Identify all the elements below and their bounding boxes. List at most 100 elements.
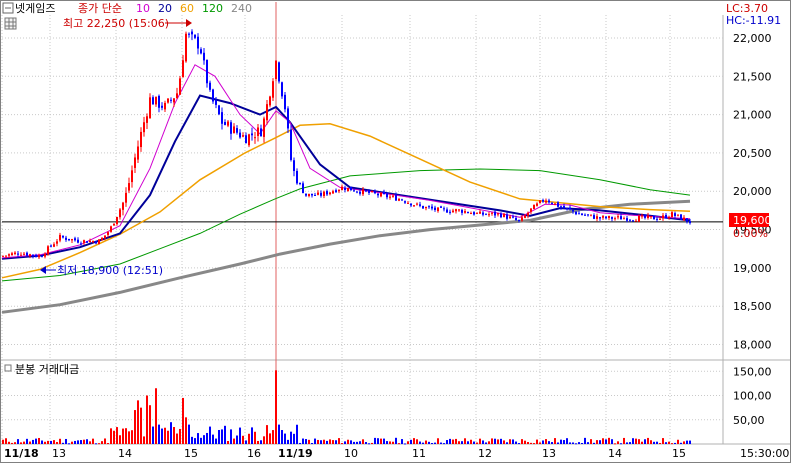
candle-body bbox=[431, 206, 433, 209]
volume-bar bbox=[254, 431, 256, 444]
ma-legend-item: 10 bbox=[136, 2, 150, 15]
candle-body bbox=[386, 193, 388, 198]
volume-bar bbox=[557, 442, 559, 444]
time-tick-label: 15:30:00 bbox=[740, 447, 789, 460]
candle-body bbox=[605, 216, 607, 219]
volume-bar bbox=[404, 443, 406, 445]
volume-bar bbox=[152, 426, 154, 444]
volume-bar bbox=[287, 439, 289, 444]
volume-bar bbox=[221, 429, 223, 444]
volume-bar bbox=[2, 439, 4, 444]
volume-bar bbox=[206, 432, 208, 444]
candle-body bbox=[662, 215, 664, 219]
candle-body bbox=[302, 183, 304, 194]
volume-bar bbox=[173, 427, 175, 444]
candle-body bbox=[287, 108, 289, 129]
ma-legend-item: 60 bbox=[180, 2, 194, 15]
volume-collapse-icon[interactable] bbox=[4, 364, 12, 372]
candle-body bbox=[134, 157, 136, 168]
volume-bar bbox=[146, 395, 148, 444]
candle-body bbox=[683, 217, 685, 221]
volume-bar bbox=[188, 424, 190, 444]
candle-body bbox=[83, 240, 85, 243]
volume-bar bbox=[470, 439, 472, 444]
volume-bar bbox=[365, 442, 367, 444]
volume-bar bbox=[101, 441, 103, 444]
candle-body bbox=[236, 128, 238, 133]
volume-bar bbox=[374, 437, 376, 444]
candle-body bbox=[404, 201, 406, 203]
volume-bar bbox=[170, 422, 172, 444]
candle-body bbox=[536, 203, 538, 206]
candle-body bbox=[359, 191, 361, 194]
candle-body bbox=[422, 205, 424, 209]
candle-body bbox=[176, 93, 178, 99]
candle-body bbox=[602, 216, 604, 218]
volume-bar bbox=[635, 438, 637, 444]
panel-divider bbox=[1, 359, 790, 361]
volume-bar bbox=[113, 430, 115, 444]
volume-bar bbox=[680, 442, 682, 444]
candle-body bbox=[230, 122, 232, 134]
time-tick-label: 15 bbox=[184, 447, 198, 460]
candle-body bbox=[668, 217, 670, 219]
volume-bar bbox=[353, 441, 355, 444]
candle-body bbox=[311, 193, 313, 196]
candle-body bbox=[644, 214, 646, 218]
volume-bar bbox=[554, 438, 556, 444]
ma240-line bbox=[1, 199, 691, 314]
volume-bar bbox=[473, 441, 475, 444]
candle-body bbox=[242, 135, 244, 137]
candle-body bbox=[206, 60, 208, 84]
volume-bar bbox=[185, 417, 187, 444]
volume-bar bbox=[110, 428, 112, 444]
candle-body bbox=[89, 240, 91, 243]
volume-bar bbox=[590, 439, 592, 444]
candle-body bbox=[596, 216, 598, 219]
candle-body bbox=[491, 212, 493, 214]
candle-body bbox=[212, 89, 214, 102]
candle-body bbox=[161, 105, 163, 108]
low-annotation: 최저 18,900 (12:51) bbox=[57, 264, 163, 277]
volume-bar bbox=[38, 437, 40, 444]
volume-bar bbox=[140, 407, 142, 444]
candle-body bbox=[566, 207, 568, 209]
volume-bar bbox=[407, 441, 409, 444]
volume-bar bbox=[323, 439, 325, 444]
candle-body bbox=[77, 239, 79, 243]
volume-bar bbox=[569, 442, 571, 444]
candle-body bbox=[23, 253, 25, 255]
candle-body bbox=[407, 202, 409, 204]
candle-body bbox=[329, 192, 331, 195]
volume-bar bbox=[41, 440, 43, 444]
volume-bar bbox=[521, 439, 523, 444]
candle-body bbox=[416, 203, 418, 205]
volume-bar bbox=[464, 438, 466, 444]
candle-body bbox=[587, 214, 589, 216]
volume-bar bbox=[479, 438, 481, 444]
volume-bar bbox=[116, 427, 118, 444]
ma-legend-item: 20 bbox=[158, 2, 172, 15]
volume-bar bbox=[203, 435, 205, 444]
volume-bar bbox=[338, 438, 340, 444]
table-toggle-icon[interactable] bbox=[4, 17, 17, 30]
volume-bar bbox=[578, 442, 580, 444]
volume-bar bbox=[281, 430, 283, 444]
volume-bar bbox=[458, 441, 460, 444]
volume-bar bbox=[251, 427, 253, 444]
volume-layer bbox=[2, 370, 691, 445]
volume-bar bbox=[587, 442, 589, 444]
volume-bar bbox=[548, 441, 550, 444]
time-tick-label: 10 bbox=[344, 447, 358, 460]
volume-bar bbox=[275, 370, 277, 444]
volume-bar bbox=[593, 442, 595, 444]
candle-body bbox=[326, 191, 328, 195]
candle-body bbox=[623, 218, 625, 220]
candle-body bbox=[260, 128, 262, 137]
candle-body bbox=[35, 255, 37, 258]
volume-bar bbox=[326, 440, 328, 444]
candle-body bbox=[548, 200, 550, 203]
candle-body bbox=[137, 146, 139, 160]
candle-body bbox=[449, 211, 451, 213]
volume-bar bbox=[446, 440, 448, 444]
